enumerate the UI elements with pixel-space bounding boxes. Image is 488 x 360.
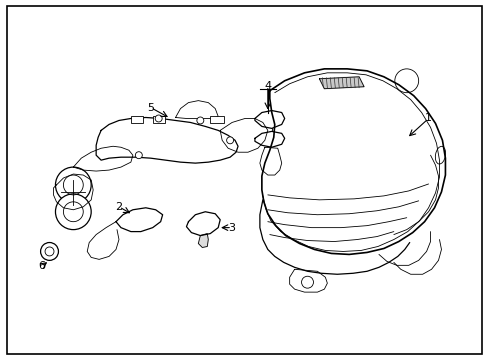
Text: 2: 2: [115, 202, 122, 212]
Polygon shape: [186, 212, 220, 235]
Circle shape: [41, 243, 59, 260]
Bar: [210, 116, 224, 123]
Polygon shape: [116, 208, 163, 231]
Polygon shape: [289, 269, 326, 292]
Text: 1: 1: [424, 113, 431, 123]
Polygon shape: [254, 111, 284, 129]
Text: 4: 4: [264, 81, 271, 91]
Bar: [131, 116, 142, 123]
Text: 3: 3: [228, 222, 235, 233]
Bar: [152, 116, 164, 123]
Polygon shape: [319, 77, 364, 89]
Circle shape: [55, 167, 91, 203]
Polygon shape: [53, 174, 93, 210]
Circle shape: [135, 152, 142, 159]
Circle shape: [197, 117, 203, 124]
Polygon shape: [254, 131, 284, 147]
Polygon shape: [96, 117, 238, 163]
Circle shape: [55, 194, 91, 230]
Circle shape: [155, 115, 162, 122]
Text: 5: 5: [147, 103, 154, 113]
Polygon shape: [262, 69, 445, 255]
Polygon shape: [73, 146, 133, 171]
Polygon shape: [198, 234, 208, 247]
Polygon shape: [220, 118, 267, 152]
Polygon shape: [175, 100, 218, 118]
Circle shape: [226, 137, 233, 144]
Polygon shape: [259, 147, 281, 175]
Text: 6: 6: [38, 261, 45, 271]
